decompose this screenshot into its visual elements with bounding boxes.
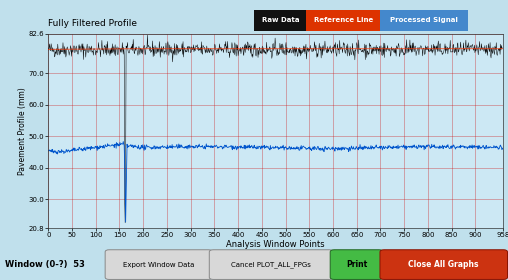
Text: Window (0-?)  53: Window (0-?) 53 xyxy=(5,260,85,269)
Text: Close All Graphs: Close All Graphs xyxy=(408,260,479,269)
Text: Fully Filtered Profile: Fully Filtered Profile xyxy=(48,19,137,28)
Text: Print: Print xyxy=(346,260,367,269)
Y-axis label: Pavement Profile (mm): Pavement Profile (mm) xyxy=(18,87,27,175)
Text: Cancel PLOT_ALL_FPGs: Cancel PLOT_ALL_FPGs xyxy=(231,261,311,268)
Text: Raw Data: Raw Data xyxy=(262,17,299,23)
X-axis label: Analysis Window Points: Analysis Window Points xyxy=(226,240,325,249)
Text: Reference Line: Reference Line xyxy=(314,17,373,23)
Text: Export Window Data: Export Window Data xyxy=(123,262,195,268)
Text: Processed Signal: Processed Signal xyxy=(390,17,458,23)
